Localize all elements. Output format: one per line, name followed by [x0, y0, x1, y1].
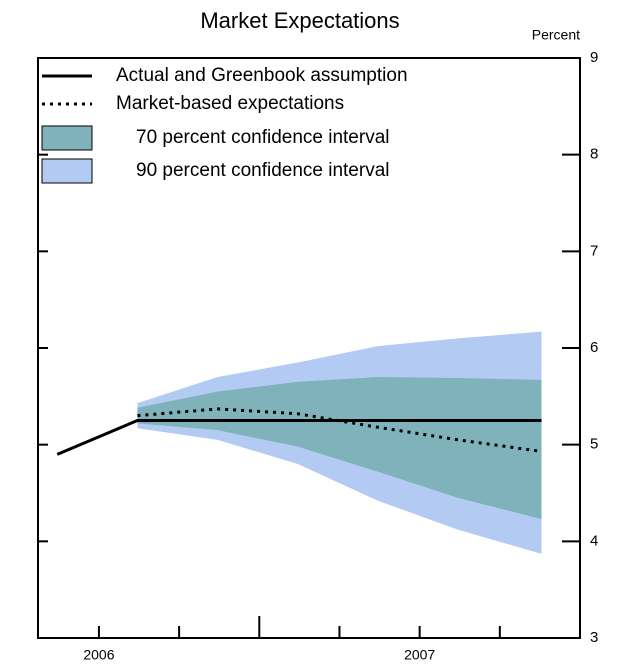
x-tick-label: 2006 [83, 647, 114, 663]
x-tick-label: 2007 [404, 647, 435, 663]
y-tick-label: 7 [590, 242, 598, 259]
legend-label: Market-based expectations [116, 93, 344, 114]
y-tick-label: 9 [590, 49, 598, 66]
legend-swatch [41, 125, 93, 151]
confidence-band [137, 377, 542, 520]
series-line [56, 419, 542, 456]
y-tick-label: 8 [590, 146, 598, 163]
y-tick-label: 6 [590, 339, 598, 356]
y-axis-label: Percent [532, 27, 580, 43]
legend-label: 90 percent confidence interval [136, 160, 390, 181]
y-tick-label: 4 [590, 532, 598, 549]
y-tick-label: 3 [590, 629, 598, 646]
legend-swatch [41, 158, 93, 184]
legend-label: Actual and Greenbook assumption [116, 65, 408, 86]
legend-label: 70 percent confidence interval [136, 127, 390, 148]
y-tick-label: 5 [590, 436, 598, 453]
chart-title: Market Expectations [200, 8, 399, 33]
